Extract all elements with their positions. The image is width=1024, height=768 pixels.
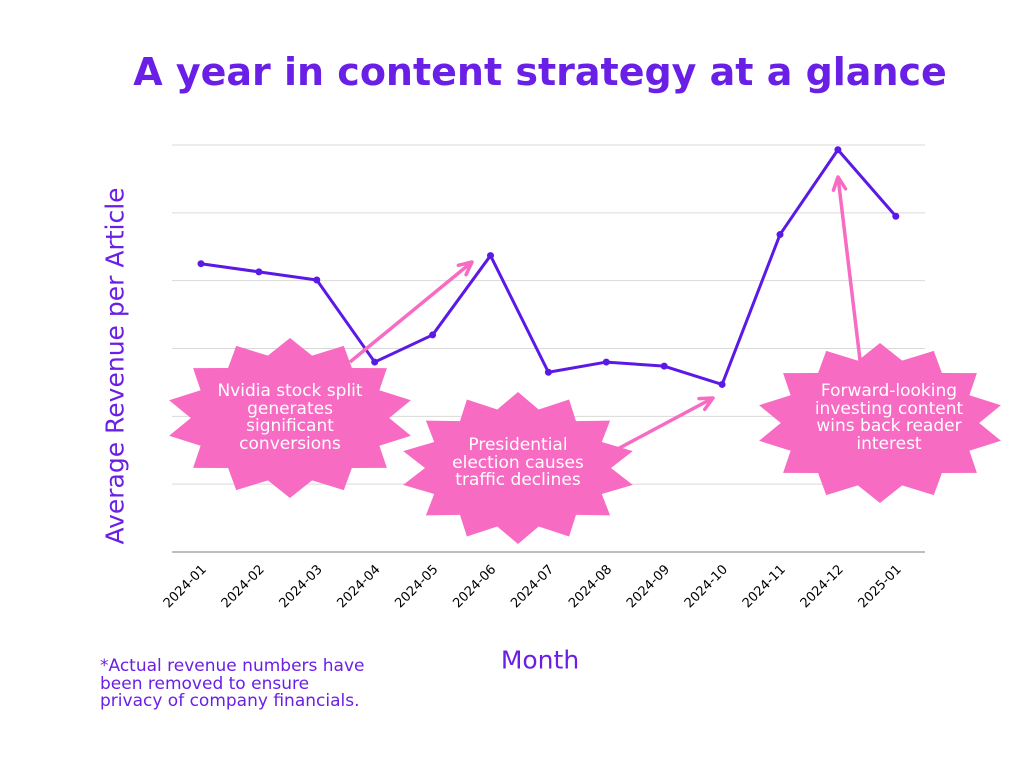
data-point: [544, 368, 552, 376]
x-tick-label: 2024-06: [450, 562, 499, 611]
chart-title: A year in content strategy at a glance: [133, 50, 947, 94]
annotation-arrows: [348, 175, 862, 454]
data-point: [487, 252, 494, 260]
burst-nvidia: [169, 338, 411, 498]
arrow-election: [611, 396, 715, 454]
arrow-head: [831, 175, 848, 192]
data-point: [892, 212, 900, 220]
x-tick-label: 2024-08: [566, 562, 615, 611]
x-tick-label: 2024-10: [682, 562, 731, 611]
series-line: [200, 148, 897, 386]
burst-election: [403, 392, 633, 544]
x-tick-label: 2024-02: [219, 562, 268, 611]
annotation-text-election: Presidential election causes traffic dec…: [452, 434, 584, 490]
annotation-text-nvidia: Nvidia stock split generates significant…: [217, 381, 363, 454]
arrow-nvidia: [348, 260, 474, 364]
x-tick-label: 2024-03: [277, 562, 326, 611]
x-tick-label: 2024-11: [740, 562, 789, 611]
annotation-text-forward-looking: Forward-looking investing content wins b…: [814, 381, 964, 454]
data-point: [602, 358, 610, 366]
x-tick-label: 2024-01: [161, 562, 210, 611]
data-series: [197, 146, 900, 388]
x-tick-label: 2025-01: [856, 562, 905, 611]
data-point: [429, 331, 437, 339]
x-tick-label: 2024-09: [624, 562, 673, 611]
data-point: [660, 362, 668, 370]
annotation-bursts: [169, 338, 1001, 544]
arrow-head: [697, 396, 715, 412]
data-point: [776, 231, 784, 239]
x-tick-label: 2024-07: [508, 562, 557, 611]
arrow-head: [456, 260, 474, 277]
x-tick-label: 2024-12: [798, 562, 847, 611]
y-axis-label: Average Revenue per Article: [100, 187, 130, 545]
x-tick-labels: 2024-01 2024-02 2024-03 2024-04 2024-05 2024-…: [161, 562, 905, 611]
arrow-shaft: [836, 176, 862, 361]
arrow-forward-looking: [831, 175, 862, 361]
data-point: [371, 358, 379, 366]
data-point: [197, 260, 205, 268]
data-point: [718, 380, 726, 388]
data-point: [255, 268, 263, 276]
burst-forward-looking: [759, 343, 1001, 503]
x-axis-label: Month: [500, 645, 580, 675]
arrow-shaft: [348, 260, 474, 364]
footnote: *Actual revenue numbers have been remove…: [100, 656, 365, 711]
x-tick-label: 2024-05: [392, 562, 441, 611]
data-point: [313, 276, 321, 284]
data-point: [834, 146, 842, 154]
x-tick-label: 2024-04: [335, 562, 384, 611]
arrow-shaft: [611, 396, 714, 454]
